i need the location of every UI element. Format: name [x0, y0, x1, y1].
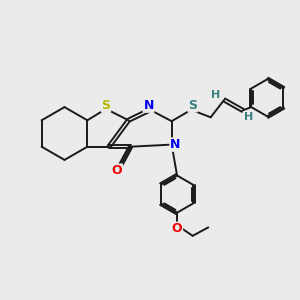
Text: H: H [244, 112, 253, 122]
Text: N: N [143, 99, 154, 112]
Text: H: H [211, 89, 220, 100]
Text: S: S [188, 99, 197, 112]
Text: N: N [170, 138, 181, 151]
Text: S: S [101, 99, 110, 112]
Text: O: O [112, 164, 122, 177]
Text: O: O [172, 222, 182, 236]
